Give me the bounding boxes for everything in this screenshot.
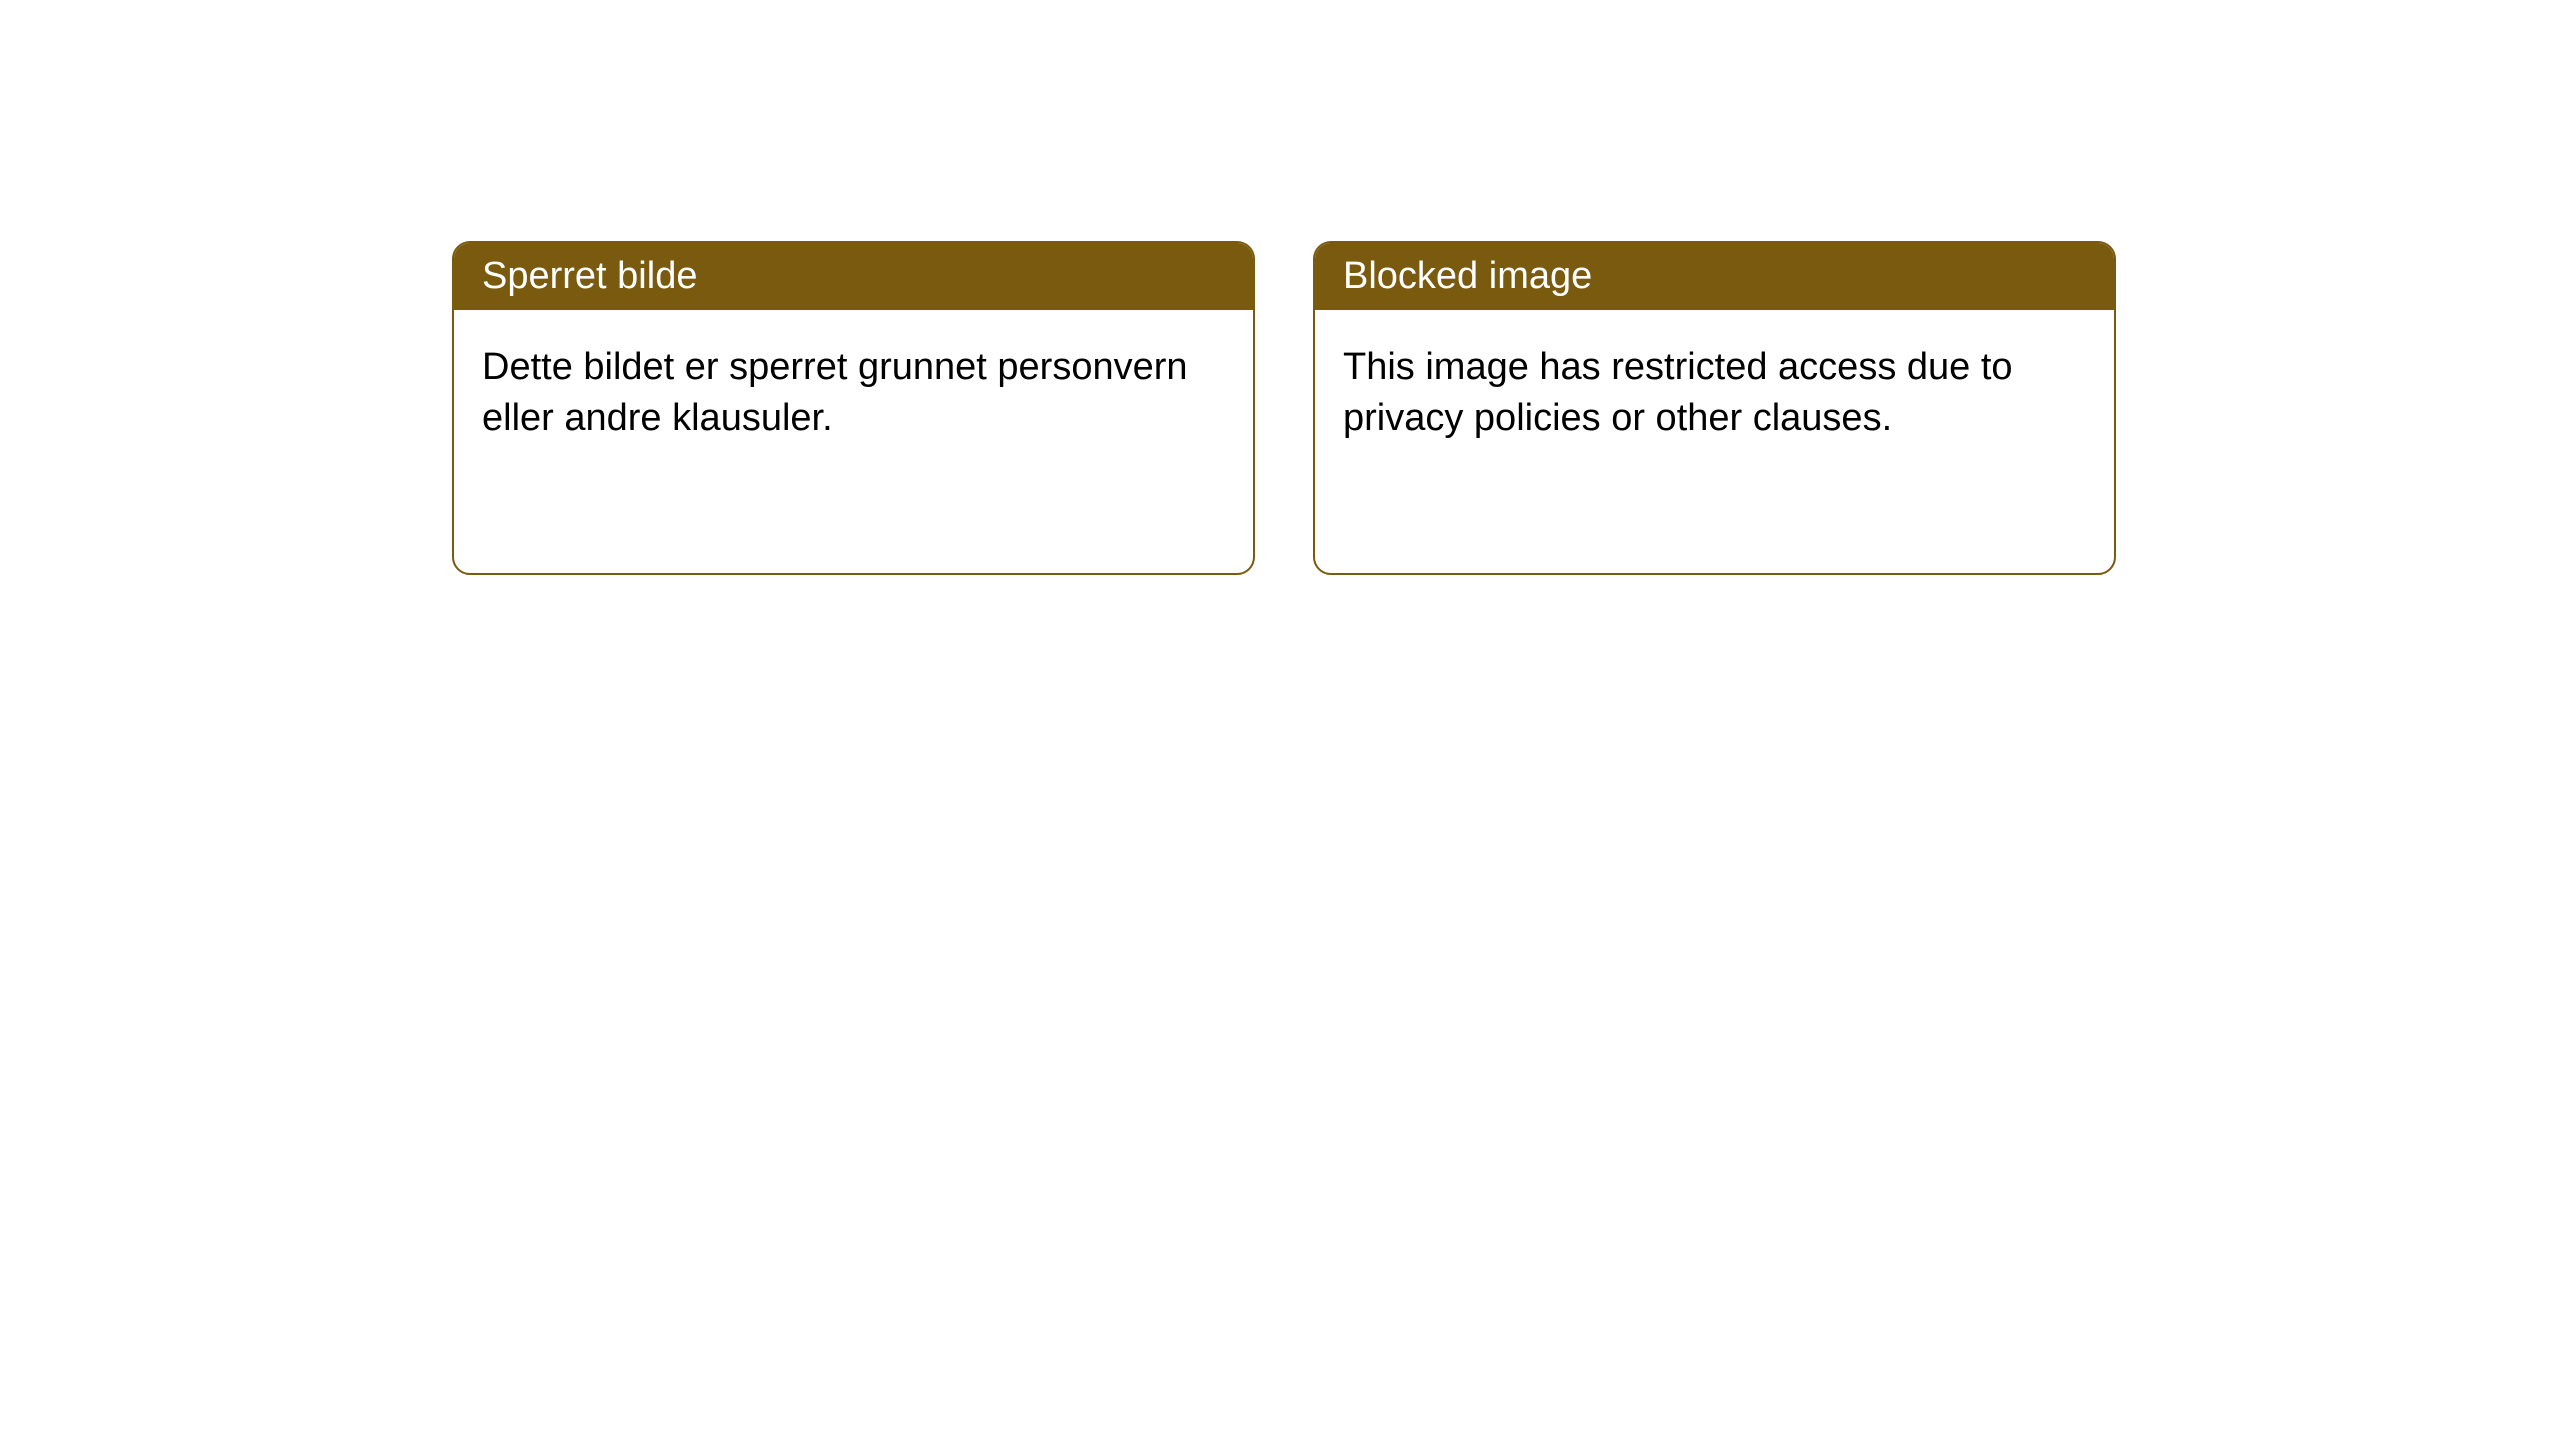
notice-body-norwegian: Dette bildet er sperret grunnet personve…	[454, 310, 1253, 477]
notice-card-norwegian: Sperret bilde Dette bildet er sperret gr…	[452, 241, 1255, 575]
notice-card-english: Blocked image This image has restricted …	[1313, 241, 2116, 575]
notice-container: Sperret bilde Dette bildet er sperret gr…	[0, 0, 2560, 575]
notice-body-english: This image has restricted access due to …	[1315, 310, 2114, 477]
notice-title-norwegian: Sperret bilde	[454, 243, 1253, 310]
notice-title-english: Blocked image	[1315, 243, 2114, 310]
